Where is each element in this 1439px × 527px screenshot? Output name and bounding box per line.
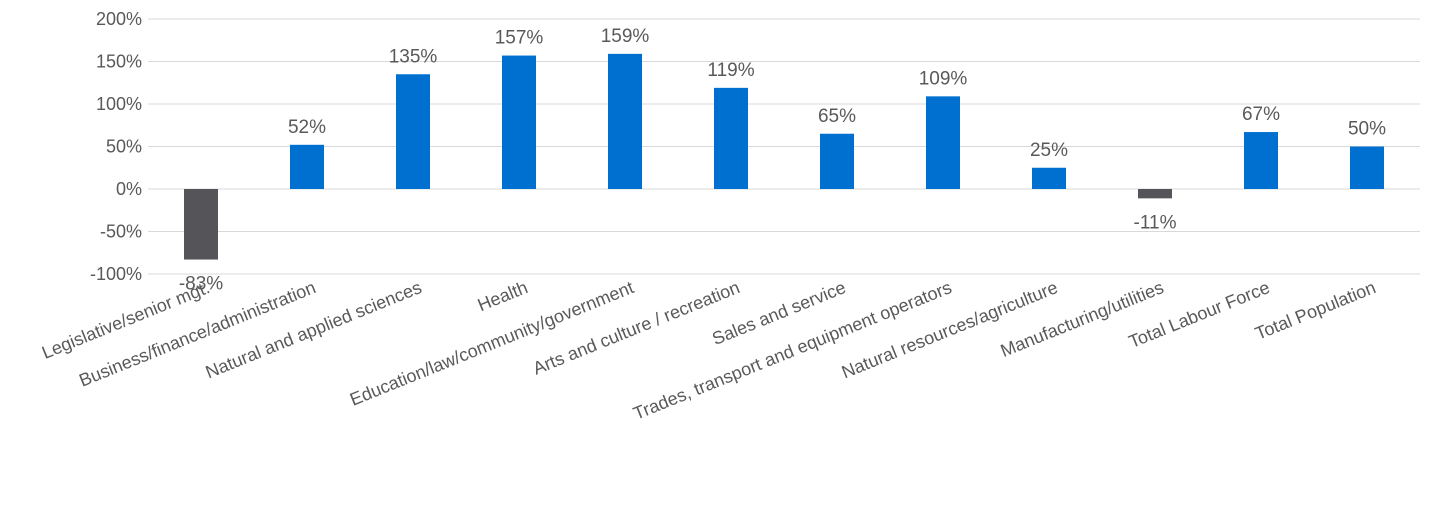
bar xyxy=(1032,167,1066,189)
bar xyxy=(1244,132,1278,189)
data-label: 65% xyxy=(818,106,856,127)
data-label: 52% xyxy=(288,117,326,138)
bar xyxy=(396,74,430,189)
bar xyxy=(820,133,854,189)
bar xyxy=(714,87,748,189)
bar xyxy=(290,144,324,189)
x-tick-label: Arts and culture / recreation xyxy=(530,277,743,378)
data-label: 109% xyxy=(919,68,968,89)
data-label: 159% xyxy=(601,26,650,47)
bar xyxy=(184,189,218,260)
data-label: -11% xyxy=(1134,212,1177,233)
y-tick-label: 0% xyxy=(116,179,142,199)
bar xyxy=(926,96,960,189)
bar xyxy=(502,55,536,189)
x-tick-label: Legislative/senior mgt. xyxy=(39,277,213,363)
bar xyxy=(1138,189,1172,199)
bars xyxy=(184,53,1384,260)
data-label: 135% xyxy=(389,46,438,67)
y-tick-label: 100% xyxy=(96,94,142,114)
data-labels: -83% 52% 135% 157% 159% 119% 65% 109% 25% -11% 67%… xyxy=(179,26,1386,295)
data-label: 25% xyxy=(1030,140,1068,161)
x-axis-ticks: Legislative/senior mgt.Business/finance/… xyxy=(39,277,1379,423)
bar xyxy=(608,53,642,189)
y-tick-label: 50% xyxy=(106,137,142,157)
data-label: 157% xyxy=(495,28,544,49)
data-label: 67% xyxy=(1242,104,1280,125)
y-tick-label: 200% xyxy=(96,9,142,29)
data-label: 50% xyxy=(1348,119,1386,140)
gridlines xyxy=(148,18,1420,275)
x-tick-label: Health xyxy=(475,277,531,315)
data-label: -83% xyxy=(179,274,223,295)
x-tick-label: Total Population xyxy=(1252,277,1378,344)
y-tick-label: -100% xyxy=(90,264,142,284)
bar xyxy=(1350,146,1384,189)
y-tick-label: -50% xyxy=(100,222,142,242)
y-axis-ticks: -100% -50% 0% 50% 100% 150% 200% xyxy=(90,9,142,284)
data-label: 119% xyxy=(707,60,754,81)
y-tick-label: 150% xyxy=(96,52,142,72)
